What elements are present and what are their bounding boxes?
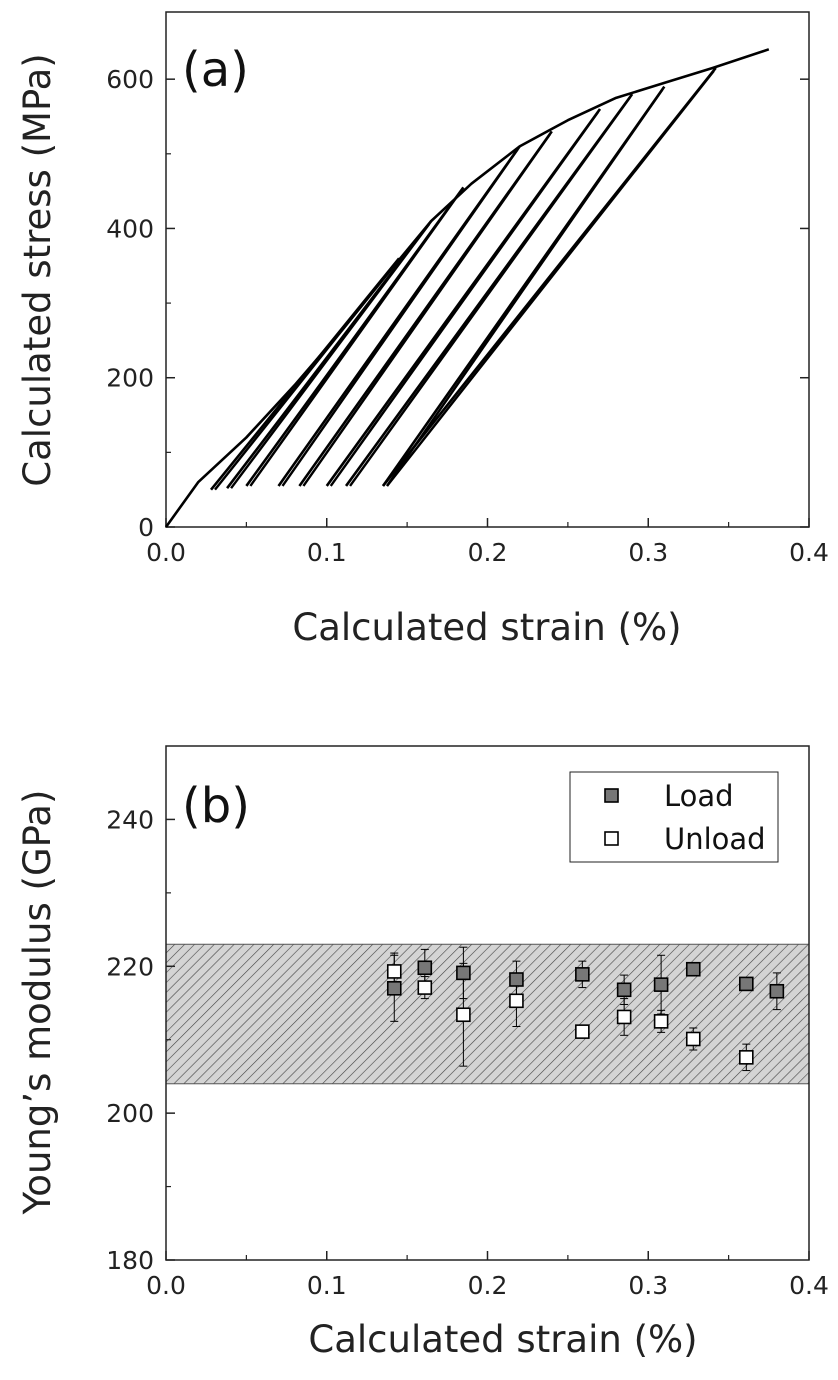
panel-b-label: (b) (182, 778, 250, 834)
panel-a-label: (a) (182, 42, 249, 98)
unload-point (739, 1050, 754, 1065)
panel-b-y-axis-label: Young’s modulus (GPa) (16, 790, 59, 1216)
load-point (653, 977, 669, 992)
reload-line (214, 260, 399, 491)
load-point (739, 976, 754, 992)
panel-b: 0.0 0.1 0.2 0.3 0.4 180 200 220 240 (b) Load Un… (16, 745, 829, 1361)
panel-a-x-ticks: 0.0 0.1 0.2 0.3 0.4 (146, 518, 829, 567)
panel-a-x-axis-label: Calculated strain (%) (292, 606, 681, 649)
panel-b-y-ticks: 180 200 220 240 (106, 805, 175, 1275)
panel-b-x-tick-label: 0.4 (789, 1271, 829, 1300)
unload-point (685, 1031, 701, 1047)
panel-b-x-tick-label: 0.3 (628, 1271, 668, 1300)
legend-label-load: Load (664, 779, 734, 813)
load-point (575, 967, 590, 982)
panel-b-x-axis-label: Calculated strain (%) (308, 1318, 697, 1361)
reload-line (281, 148, 519, 487)
panel-a-y-axis-label: Calculated stress (MPa) (16, 53, 59, 486)
panel-a-x-tick-label: 0.3 (628, 538, 668, 567)
legend-marker-unload (604, 831, 619, 846)
panel-b-y-tick-label: 200 (106, 1099, 154, 1128)
panel-a-x-tick-label: 0.0 (146, 538, 186, 567)
panel-b-points (386, 946, 785, 1072)
unload-point (509, 993, 524, 1009)
unload-point (575, 1024, 590, 1039)
panel-a-curves (164, 48, 770, 528)
reload-line (349, 96, 632, 487)
panel-a-y-tick-label: 0 (138, 513, 154, 542)
legend-label-unload: Unload (664, 822, 766, 856)
panel-a-y-ticks: 0 200 400 600 (106, 65, 809, 542)
panel-a-y-tick-label: 200 (106, 364, 154, 393)
load-point (769, 983, 785, 999)
legend-box (569, 771, 779, 863)
reload-line (249, 189, 463, 487)
load-point (417, 960, 433, 976)
panel-b-y-tick-label: 240 (106, 805, 154, 834)
panel-b-y-tick-label: 220 (106, 952, 154, 981)
panel-b-x-tick-label: 0.1 (307, 1271, 347, 1300)
load-point (616, 982, 632, 998)
load-point (509, 972, 524, 987)
load-point (456, 965, 471, 981)
legend-marker-load (604, 788, 619, 803)
panel-a-x-tick-label: 0.4 (789, 538, 829, 567)
panel-b-x-tick-label: 0.0 (146, 1271, 186, 1300)
load-point (685, 961, 701, 977)
reload-line (386, 70, 715, 487)
load-point (386, 981, 402, 996)
unload-point (386, 964, 402, 979)
panel-a-x-tick-label: 0.1 (307, 538, 347, 567)
reload-line (386, 88, 664, 487)
legend: Load Unload (569, 771, 779, 863)
panel-a-x-tick-label: 0.2 (468, 538, 508, 567)
reload-line (302, 133, 551, 487)
reload-line (230, 223, 431, 489)
panel-b-x-ticks: 0.0 0.1 0.2 0.3 0.4 (146, 1251, 829, 1300)
panel-a-y-tick-label: 400 (106, 214, 154, 243)
panel-a-y-tick-label: 600 (106, 65, 154, 94)
panel-b-y-tick-label: 180 (106, 1246, 154, 1275)
shaded-band (165, 943, 810, 1085)
panel-b-x-tick-label: 0.2 (468, 1271, 508, 1300)
panel-a: 0.0 0.1 0.2 0.3 0.4 0 200 400 600 (a) Calculate… (16, 11, 829, 649)
panel-a-frame (165, 11, 810, 528)
unload-point (417, 980, 433, 995)
unload-point (616, 1009, 632, 1025)
unload-point (653, 1014, 669, 1029)
reload-line (329, 111, 600, 487)
unload-point (456, 1007, 471, 1023)
